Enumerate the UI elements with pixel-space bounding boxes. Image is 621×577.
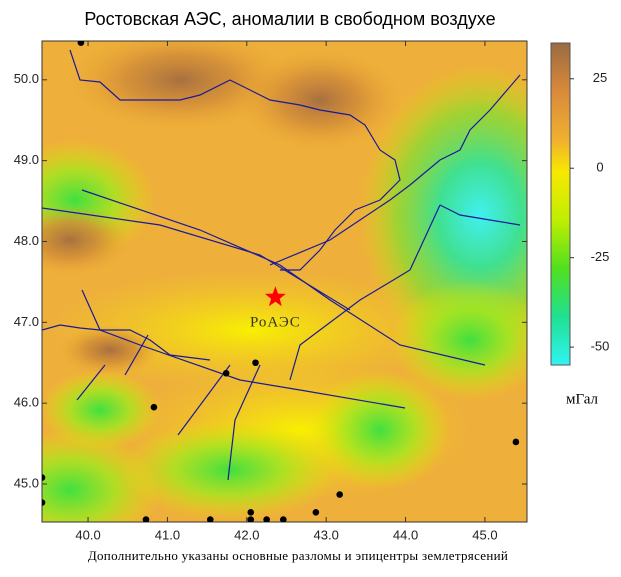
station-label: РоАЭС	[250, 315, 301, 331]
epicenter	[42, 499, 46, 506]
colorbar	[550, 42, 571, 366]
epicenter	[142, 516, 150, 522]
y-tick-label: 50.0	[14, 71, 39, 86]
map-title: Ростовская АЭС, аномалии в свободном воз…	[84, 9, 495, 29]
x-tick-label: 42.0	[234, 527, 259, 542]
colorbar-tick-label: -25	[591, 249, 610, 264]
y-tick-label: 49.0	[14, 152, 39, 167]
x-tick-label: 40.0	[75, 527, 100, 542]
x-tick-label: 44.0	[393, 527, 418, 542]
epicenter	[206, 516, 214, 522]
y-tick-label: 46.0	[14, 395, 39, 410]
epicenter	[77, 41, 85, 46]
epicenter	[512, 438, 520, 446]
epicenter	[247, 508, 255, 516]
y-tick-label: 45.0	[14, 475, 39, 490]
epicenter	[150, 403, 158, 411]
epicenter	[263, 516, 270, 522]
epicenter	[252, 359, 259, 367]
epicenter	[42, 474, 46, 481]
colorbar-tick-label: 0	[596, 160, 603, 175]
x-tick-label: 43.0	[314, 527, 339, 542]
colorbar-tick-label: -50	[591, 339, 610, 354]
x-tick-label: 45.0	[472, 527, 497, 542]
epicenter	[222, 369, 230, 377]
anomaly-field	[42, 41, 527, 522]
epicenter	[280, 516, 287, 522]
colorbar-unit: мГал	[566, 391, 599, 407]
epicenter	[336, 491, 343, 498]
y-tick-label: 47.0	[14, 314, 39, 329]
y-tick-label: 48.0	[14, 233, 39, 248]
caption: Дополнительно указаны основные разломы и…	[88, 548, 508, 563]
x-tick-label: 41.0	[155, 527, 180, 542]
epicenter	[247, 516, 255, 522]
colorbar-tick-label: 25	[593, 70, 607, 85]
epicenter	[312, 508, 320, 516]
station-marker	[264, 286, 286, 307]
